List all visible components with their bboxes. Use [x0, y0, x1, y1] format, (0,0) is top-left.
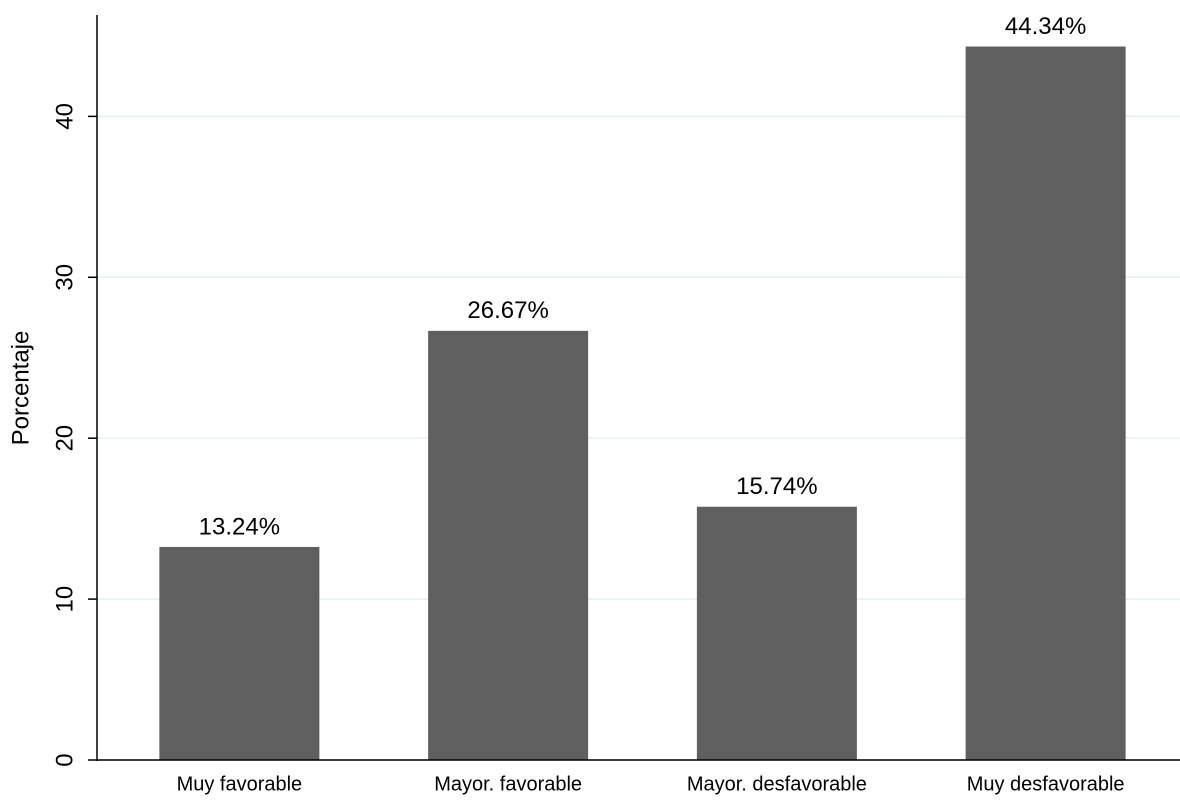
- value-label: 15.74%: [736, 473, 817, 500]
- x-tick-label: Mayor. desfavorable: [687, 773, 867, 795]
- y-tick-label: 30: [51, 264, 78, 291]
- y-tick-label: 40: [51, 103, 78, 130]
- y-tick-label: 20: [51, 425, 78, 452]
- value-label: 44.34%: [1005, 13, 1086, 40]
- bar: [159, 546, 320, 760]
- bar: [965, 46, 1126, 761]
- x-tick-label: Mayor. favorable: [434, 773, 582, 795]
- value-label: 13.24%: [199, 513, 280, 540]
- x-tick-label: Muy favorable: [177, 773, 303, 795]
- y-tick-label: 0: [51, 753, 78, 766]
- bar: [696, 506, 857, 760]
- y-tick-label: 10: [51, 586, 78, 613]
- y-axis-label: Porcentaje: [7, 331, 34, 446]
- x-tick-label: Muy desfavorable: [967, 773, 1125, 795]
- bar: [428, 330, 589, 760]
- value-label: 26.67%: [467, 297, 548, 324]
